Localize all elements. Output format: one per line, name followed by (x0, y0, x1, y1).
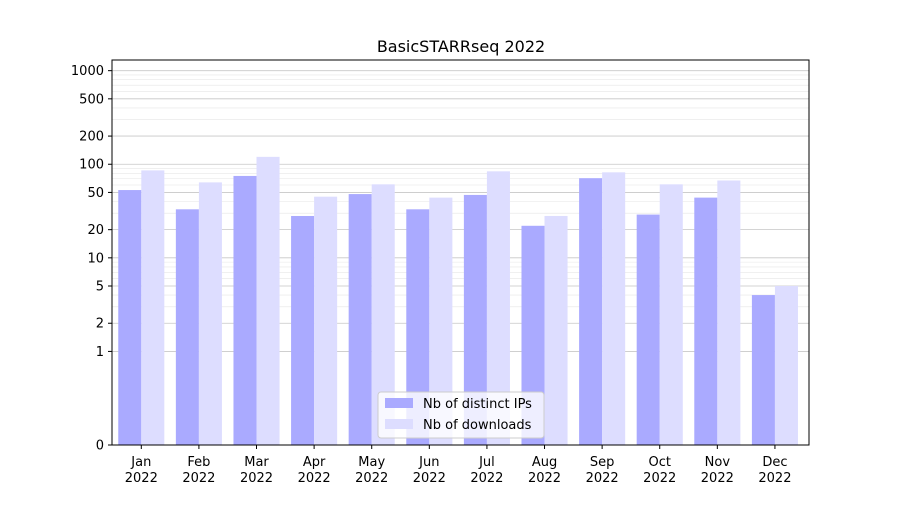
y-tick-label: 0 (96, 439, 104, 454)
x-tick-label: Feb 2022 (182, 455, 215, 486)
bar-distinct-ips-7 (521, 225, 545, 445)
bar-downloads-4 (371, 184, 395, 445)
y-tick-label: 2 (96, 317, 104, 332)
bar-distinct-ips-3 (291, 215, 315, 445)
x-tick-label: Mar 2022 (240, 455, 273, 486)
bar-downloads-5 (429, 197, 453, 445)
y-tick-label: 5 (96, 280, 104, 295)
y-axis: 0 1 2 5 10 20 50 100 200 500 1000 (71, 64, 112, 454)
legend-box (377, 391, 545, 439)
bar-distinct-ips-9 (636, 214, 660, 445)
x-axis: Jan 2022 Feb 2022 Mar 2022 Apr 2022 May 2022 Jun 20… (125, 445, 791, 486)
bar-distinct-ips-1 (175, 209, 199, 445)
y-tick-label: 100 (79, 158, 104, 173)
bar-downloads-9 (659, 184, 683, 445)
bar-distinct-ips-2 (233, 175, 257, 445)
legend: Nb of distinct IPs Nb of downloads (377, 391, 545, 439)
y-tick-label: 500 (79, 92, 104, 107)
bar-distinct-ips-10 (694, 197, 718, 445)
bar-downloads-0 (141, 170, 165, 445)
x-tick-label: Jun 2022 (413, 455, 446, 486)
bar-distinct-ips-8 (579, 178, 603, 446)
y-tick-label: 10 (87, 251, 104, 266)
x-tick-label: Dec 2022 (758, 455, 791, 486)
legend-label-distinct-ips: Nb of distinct IPs (423, 397, 532, 412)
bar-downloads-1 (198, 182, 222, 445)
bar-downloads-2 (256, 156, 280, 445)
bar-distinct-ips-6 (463, 194, 487, 445)
x-tick-label: Apr 2022 (298, 455, 331, 486)
bar-distinct-ips-5 (406, 209, 430, 445)
bar-distinct-ips-0 (118, 190, 142, 445)
plot-frame (111, 59, 810, 446)
legend-label-downloads: Nb of downloads (423, 418, 532, 433)
y-tick-label: 50 (87, 186, 104, 201)
y-tick-label: 200 (79, 130, 104, 145)
chart-title: BasicSTARRseq 2022 (377, 37, 545, 56)
x-tick-label: Jul 2022 (470, 455, 503, 486)
bars (118, 156, 798, 446)
x-tick-label: Oct 2022 (643, 455, 676, 486)
bar-downloads-11 (774, 286, 798, 445)
legend-swatch-downloads (385, 419, 413, 429)
x-tick-label: May 2022 (355, 455, 388, 486)
bar-downloads-10 (717, 180, 741, 445)
x-tick-label: Sep 2022 (586, 455, 619, 486)
bar-downloads-6 (486, 171, 510, 445)
x-tick-label: Jan 2022 (125, 455, 158, 486)
y-tick-label: 20 (87, 223, 104, 238)
bar-downloads-8 (602, 172, 626, 445)
y-tick-label: 1 (96, 345, 104, 360)
bar-downloads-3 (314, 196, 338, 445)
x-tick-label: Aug 2022 (528, 455, 561, 486)
bar-downloads-7 (544, 215, 568, 445)
bar-distinct-ips-4 (348, 194, 372, 445)
x-tick-label: Nov 2022 (701, 455, 734, 486)
bar-distinct-ips-11 (751, 295, 775, 445)
legend-swatch-distinct-ips (385, 398, 413, 408)
y-tick-label: 1000 (71, 64, 104, 79)
